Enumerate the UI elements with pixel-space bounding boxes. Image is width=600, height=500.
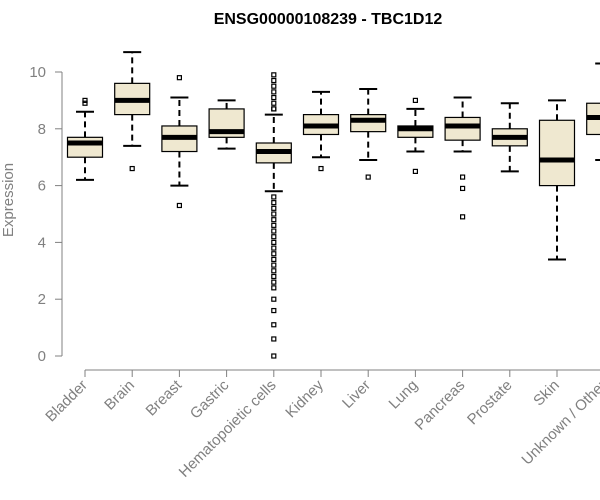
outlier-point: [460, 185, 466, 192]
box-group: [161, 75, 198, 209]
outlier-point: [271, 307, 277, 314]
outlier-point: [271, 194, 277, 200]
box-group: [586, 62, 600, 162]
y-tick-label: 2: [38, 291, 46, 308]
iqr-box: [538, 119, 576, 187]
outlier-point: [271, 268, 277, 274]
outlier-point: [271, 72, 277, 78]
iqr-box: [444, 116, 481, 141]
box-group: [114, 51, 151, 172]
outlier-point: [271, 89, 277, 95]
iqr-box: [397, 125, 434, 138]
outlier-point: [271, 211, 277, 217]
box-group: [66, 97, 104, 181]
outlier-point: [271, 256, 277, 263]
outlier-point: [176, 202, 182, 209]
box-group: [397, 97, 434, 174]
outlier-point: [129, 165, 135, 172]
outlier-point: [412, 97, 418, 104]
x-tick-label: Gastric: [187, 376, 233, 422]
outlier-point: [460, 214, 466, 220]
x-tick-label: Kidney: [282, 376, 327, 421]
outlier-point: [271, 262, 277, 268]
y-tick-label: 8: [38, 121, 46, 138]
outlier-point: [271, 336, 277, 342]
y-axis-label: Expression: [0, 163, 17, 237]
outlier-point: [271, 245, 277, 251]
x-tick-label: Prostate: [464, 377, 516, 429]
y-axis: 0 2 4 6 8 10: [29, 64, 63, 365]
box-group: [255, 72, 292, 359]
box-group: [491, 102, 528, 173]
outlier-point: [271, 217, 277, 223]
box-group: [538, 99, 576, 261]
outlier-point: [271, 251, 277, 257]
y-tick-label: 6: [38, 178, 46, 195]
x-tick-label: Liver: [339, 377, 374, 412]
outlier-point: [271, 234, 277, 240]
x-tick-label: Pancreas: [412, 377, 469, 434]
outlier-point: [271, 296, 277, 302]
outlier-point: [176, 75, 182, 81]
outlier-point: [271, 106, 277, 112]
outlier-point: [271, 285, 277, 291]
chart-title: ENSG00000108239 - TBC1D12: [214, 11, 443, 28]
outlier-point: [271, 205, 277, 211]
outlier-point: [271, 200, 277, 206]
outlier-point: [271, 322, 277, 328]
outlier-point: [271, 100, 277, 106]
box-group: [350, 88, 387, 180]
outlier-point: [271, 83, 277, 89]
y-tick-label: 10: [29, 64, 46, 81]
outlier-point: [271, 77, 277, 84]
iqr-box: [66, 136, 104, 158]
outlier-point: [318, 165, 324, 172]
outlier-point: [271, 228, 277, 234]
outlier-point: [365, 174, 371, 180]
outlier-point: [460, 174, 466, 180]
box-series: [66, 51, 600, 359]
outlier-point: [271, 239, 277, 245]
x-tick-label: Breast: [143, 376, 186, 419]
outlier-point: [82, 100, 88, 106]
outlier-point: [271, 222, 277, 228]
iqr-box: [350, 113, 387, 133]
x-tick-label: Bladder: [42, 377, 91, 426]
y-tick-label: 0: [38, 348, 46, 365]
outlier-point: [271, 279, 277, 285]
x-tick-label: Skin: [530, 377, 563, 410]
x-tick-label: Lung: [386, 377, 422, 413]
outlier-point: [82, 97, 88, 104]
y-tick-label: 4: [38, 234, 46, 251]
outlier-point: [271, 273, 277, 280]
box-group: [444, 96, 481, 220]
box-group: [302, 90, 340, 172]
box-group: [208, 99, 245, 150]
x-tick-label: Brain: [101, 377, 138, 414]
outlier-point: [271, 353, 277, 359]
outlier-point: [412, 168, 418, 174]
outlier-point: [271, 94, 277, 101]
